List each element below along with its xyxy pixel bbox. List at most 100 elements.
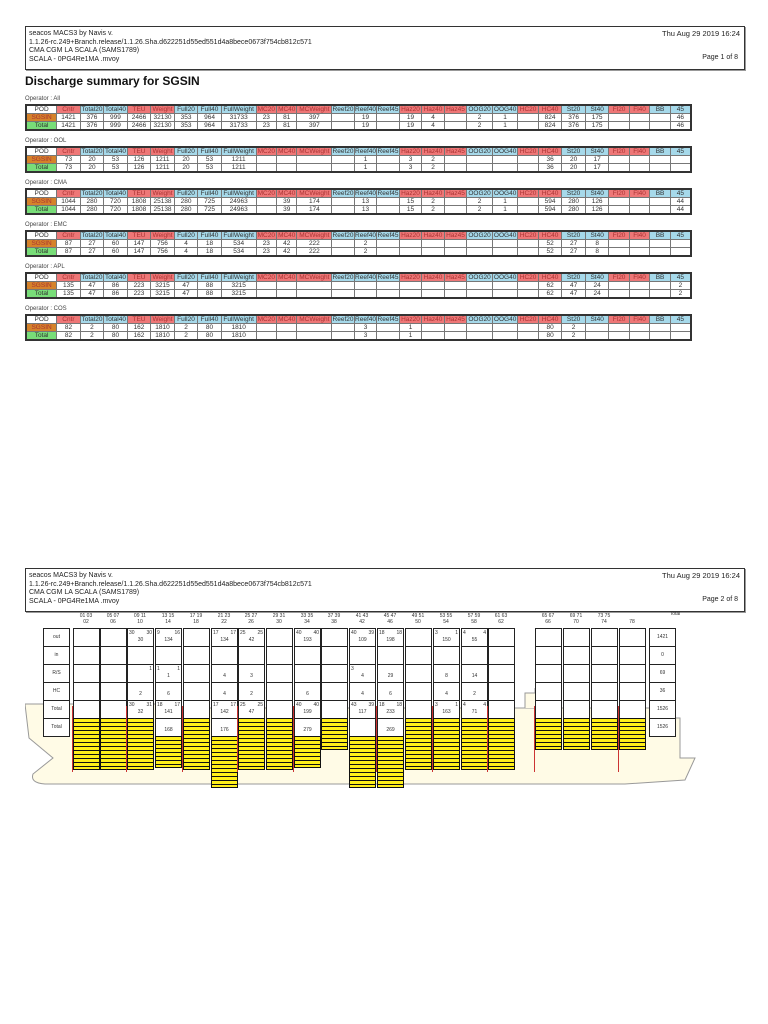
column-header: MC40 xyxy=(276,230,298,240)
bay-cell xyxy=(321,646,348,665)
discharge-table: POD Cntr Total20 Total40 TEU Weight Full20 Full… xyxy=(25,146,692,173)
table-cell: 44 xyxy=(669,197,692,206)
table-cell xyxy=(584,331,610,341)
table-cell xyxy=(376,331,400,341)
table-cell: 280 xyxy=(79,197,105,206)
bay-column[interactable] xyxy=(535,618,562,737)
bay-column[interactable] xyxy=(488,618,515,737)
bay-column[interactable] xyxy=(405,618,432,726)
table-cell: 86 xyxy=(103,281,128,290)
column-header: Total40 xyxy=(103,104,128,114)
table-cell: 80 xyxy=(103,323,128,332)
bay-column[interactable]: 40 40 193 6 40 40 199 279 xyxy=(294,618,321,737)
bay-cell: 4 4 55 xyxy=(461,628,488,647)
column-header: Haz20 xyxy=(398,146,423,156)
column-header: Haz20 xyxy=(398,230,423,240)
bay-cell-value: 30 xyxy=(129,702,135,708)
bay-cell xyxy=(563,682,590,701)
bay-cell-value: 141 xyxy=(164,709,173,715)
bay-cell-value: 18 xyxy=(396,630,402,636)
container-stack-icon xyxy=(266,718,293,770)
bay-cell: 279 xyxy=(294,718,321,737)
bay-cell xyxy=(294,664,321,683)
column-header: Fl40 xyxy=(628,272,651,282)
table-cell xyxy=(376,247,400,257)
table-cell: 20 xyxy=(79,163,105,173)
bay-column[interactable]: 17 17 134 4 4 17 17 142 176 xyxy=(211,618,238,737)
table-cell: 24963 xyxy=(220,197,257,206)
column-header: 45 xyxy=(669,104,692,114)
bay-column[interactable]: 40 39 109 3 4 4 43 39 117 xyxy=(349,618,376,737)
table-cell xyxy=(296,163,333,173)
table-cell xyxy=(669,323,692,332)
bay-column[interactable] xyxy=(321,618,348,726)
container-stack-icon xyxy=(183,718,210,770)
table-cell: 2 xyxy=(466,121,493,131)
table-cell xyxy=(669,163,692,173)
bay-number-label: 13 15 xyxy=(161,613,175,619)
bay-cell: 25 25 42 xyxy=(238,628,265,647)
table-cell xyxy=(517,205,539,215)
bay-cell xyxy=(488,700,515,719)
table-cell: 46 xyxy=(669,113,692,122)
bay-column[interactable] xyxy=(183,618,210,726)
column-header: Total20 xyxy=(79,272,105,282)
table-cell xyxy=(276,289,298,299)
table-cell xyxy=(517,197,539,206)
column-header: Cntr xyxy=(56,104,81,114)
bay-cell xyxy=(405,664,432,683)
bay-cell-value: 40 xyxy=(296,702,302,708)
bay-column[interactable]: 4455142447179 xyxy=(461,618,488,737)
table-cell: 36 xyxy=(537,155,563,164)
column-header: Fl20 xyxy=(608,104,630,114)
table-cell: 53 xyxy=(197,155,222,164)
bay-cell-value: 40 xyxy=(296,630,302,636)
column-header: OOG40 xyxy=(491,314,519,324)
bay-column[interactable] xyxy=(619,618,646,737)
column-header: TEU xyxy=(126,272,152,282)
container-stack-icon xyxy=(294,736,321,768)
bay-column[interactable] xyxy=(100,618,127,726)
bay-column[interactable] xyxy=(563,618,590,737)
bay-cell-value: 1 xyxy=(455,702,458,708)
container-stack-icon xyxy=(377,736,404,788)
column-header: Full40 xyxy=(197,104,222,114)
bay-column[interactable]: 25 25 42 3 2 25 25 47 xyxy=(238,618,265,726)
bay-cell xyxy=(535,628,562,647)
column-header: POD xyxy=(25,230,58,240)
table-cell xyxy=(466,155,493,164)
bay-cell xyxy=(377,646,404,665)
table-cell: 27 xyxy=(561,247,586,257)
bay-cell: 4 xyxy=(211,664,238,683)
bay-number-label: 01 03 xyxy=(79,613,93,619)
build-string: 1.1.26-rc.249+Branch.release/1.1.26.Sha.… xyxy=(29,38,312,46)
column-header: FullWeight xyxy=(220,230,257,240)
bay-cell-value: 6 xyxy=(389,691,392,697)
bay-column[interactable] xyxy=(266,618,293,726)
bay-cell-value: 30 xyxy=(146,630,152,636)
bay-column[interactable]: 30 30 30 1 2 30 31 32 xyxy=(127,618,154,726)
bay-column[interactable]: 9 16 134 1 1 1 6 18 17 141 168 xyxy=(155,618,182,737)
column-header: St20 xyxy=(561,230,586,240)
column-header: Full20 xyxy=(173,146,199,156)
bay-cell xyxy=(73,664,100,683)
column-header: MCWeight xyxy=(296,314,333,324)
table-cell xyxy=(296,155,333,164)
column-header: MCWeight xyxy=(296,146,333,156)
bay-cell: 18 18 198 xyxy=(377,628,404,647)
bay-column[interactable] xyxy=(591,618,618,737)
table-cell xyxy=(628,247,651,257)
table-cell: 19 xyxy=(353,121,378,131)
column-header: MC20 xyxy=(255,104,278,114)
column-header: Fl20 xyxy=(608,314,630,324)
bay-cell xyxy=(619,664,646,683)
bay-cell: 4 4 71 xyxy=(461,700,488,719)
bay-cell: 2 xyxy=(461,682,488,701)
table-header-row: POD Cntr Total20 Total40 TEU Weight Full20 Full… xyxy=(25,230,692,240)
bay-column[interactable]: 311508431163166 xyxy=(433,618,460,737)
bay-column[interactable]: 18 18 198 29 6 18 18 233 269 xyxy=(377,618,404,737)
bay-column[interactable] xyxy=(73,618,100,726)
bay-cell-value: 39 xyxy=(368,630,374,636)
table-cell xyxy=(443,247,468,257)
container-stack-icon xyxy=(155,736,182,768)
